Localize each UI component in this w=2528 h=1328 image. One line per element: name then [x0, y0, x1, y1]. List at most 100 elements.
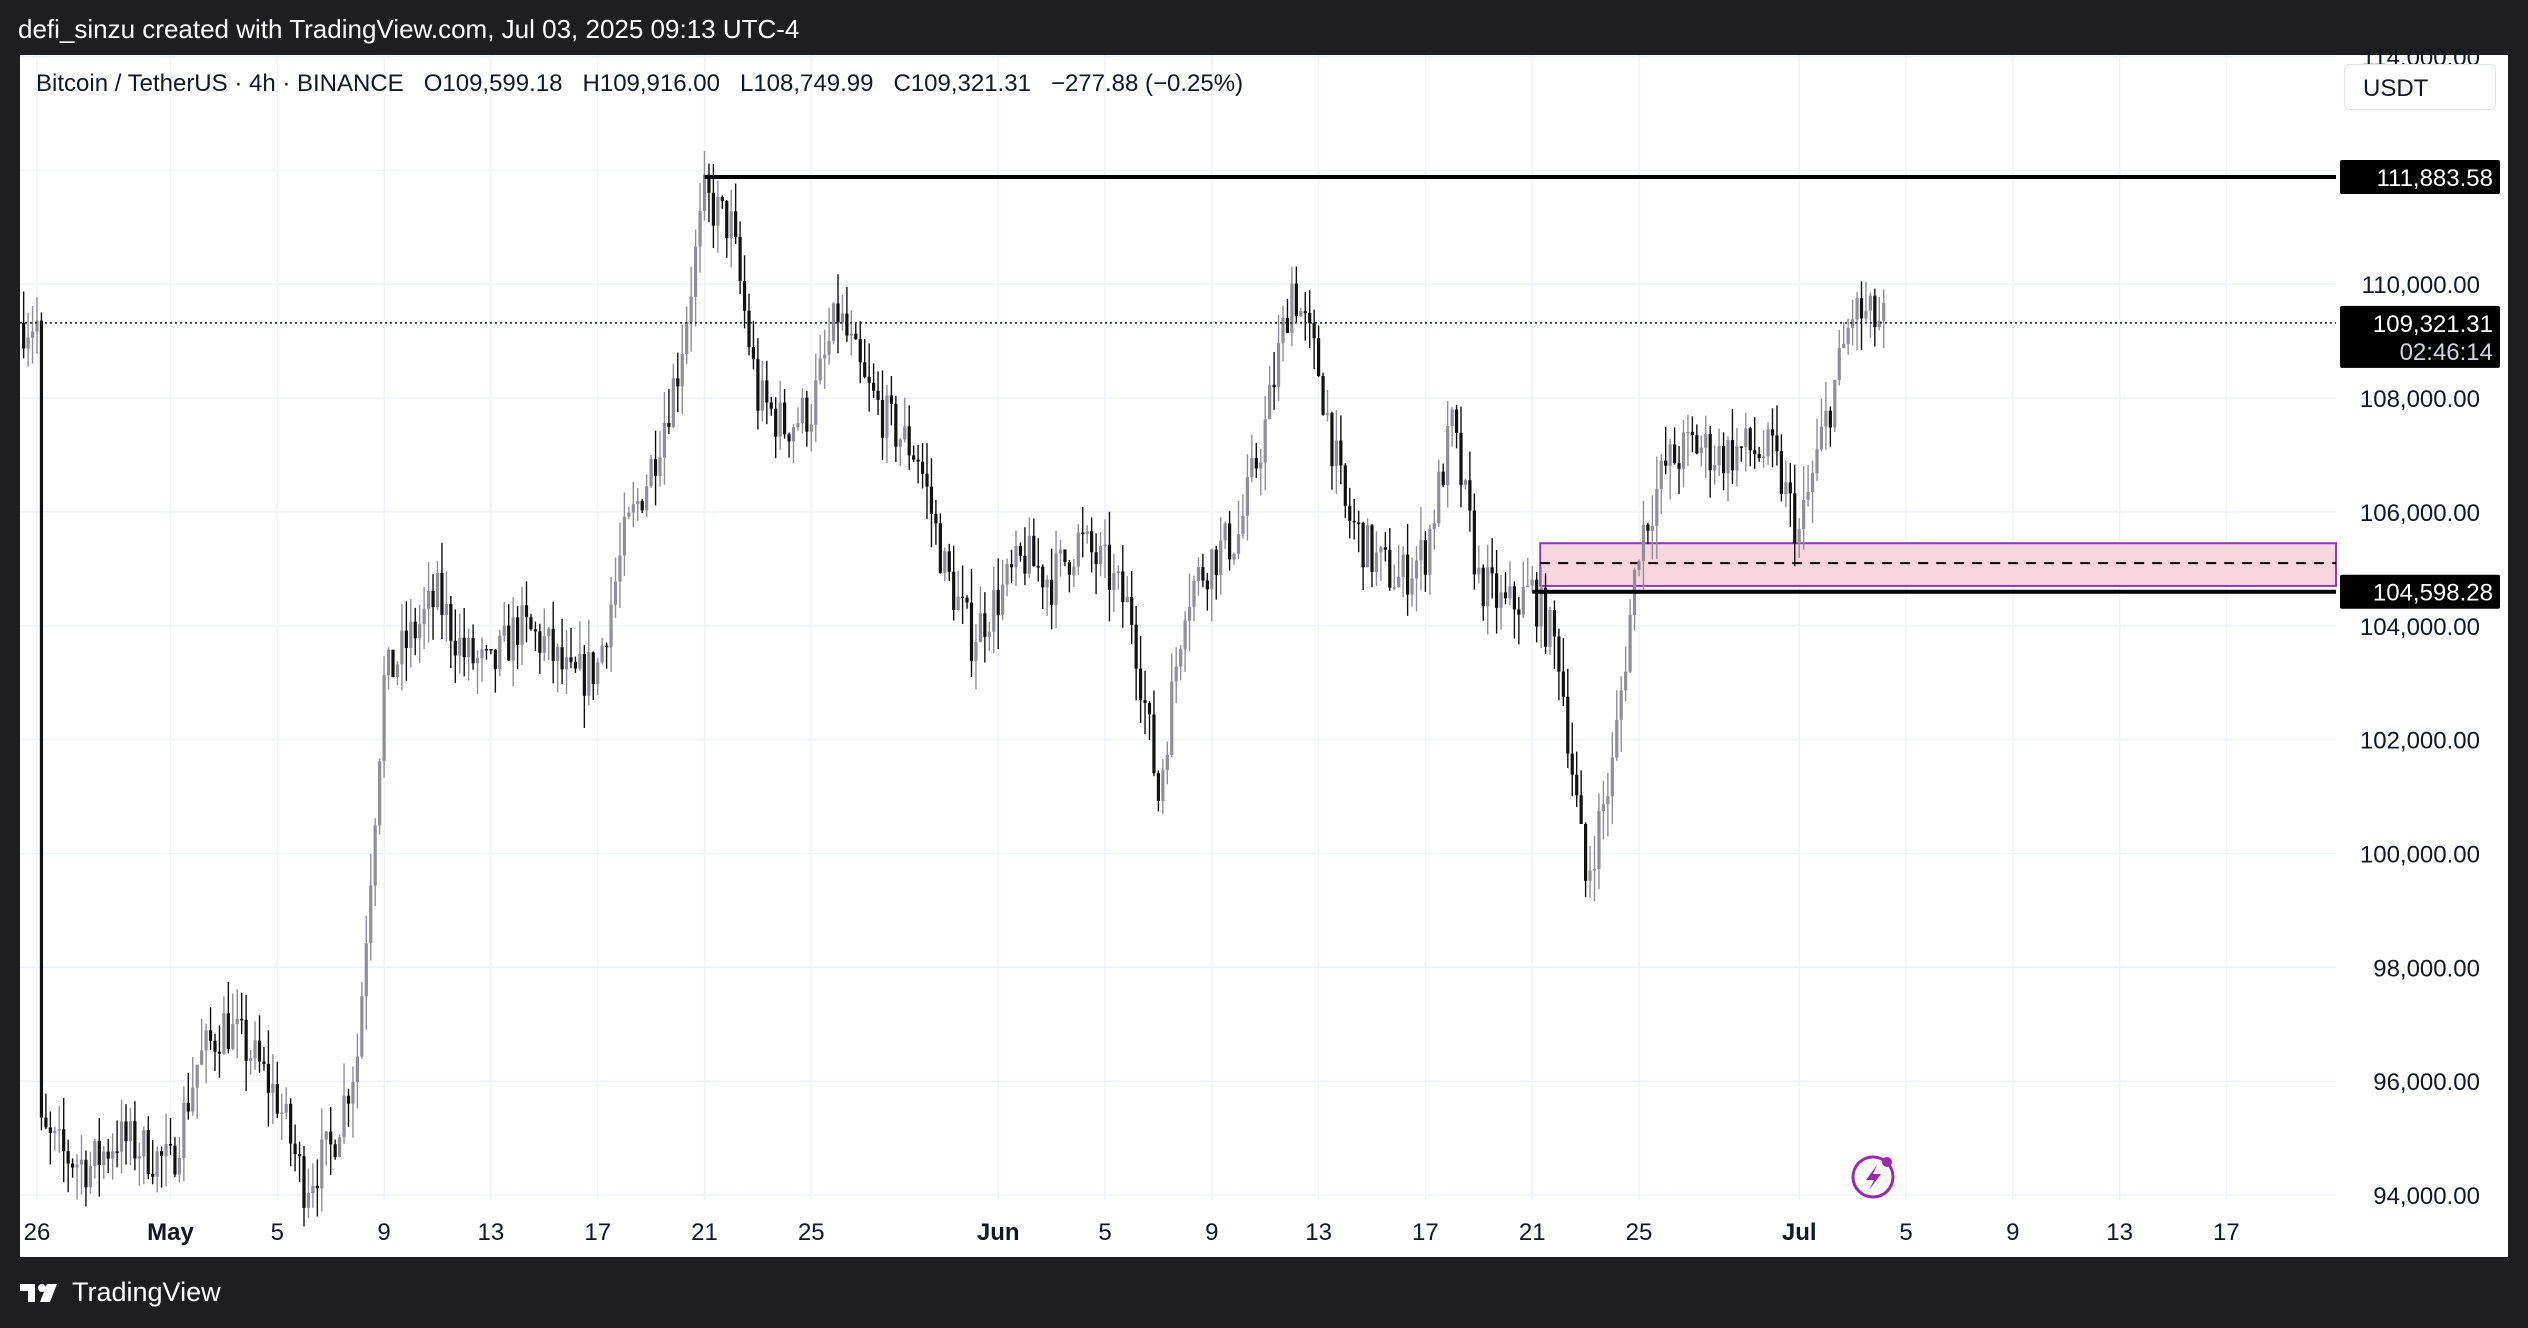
candle-body: [142, 1130, 146, 1157]
candle-body: [413, 621, 417, 639]
candle-body: [1285, 317, 1290, 333]
candle-body: [524, 605, 529, 618]
candle-body: [1597, 811, 1601, 869]
candle-body: [324, 1131, 328, 1140]
candle-body: [1468, 480, 1472, 511]
time-tick-label: 5: [1899, 1219, 1912, 1246]
candle-body: [849, 333, 853, 336]
candle-body: [1726, 440, 1730, 474]
candle-body: [1757, 454, 1761, 459]
candle-body: [62, 1129, 66, 1152]
candle-body: [640, 501, 644, 511]
candle-body: [702, 174, 707, 211]
candle-body: [271, 1083, 275, 1093]
footer-brand-label: TradingView: [72, 1277, 221, 1307]
legend-symbol[interactable]: Bitcoin / TetherUS · 4h · BINANCE: [36, 70, 404, 97]
levels-layer: [20, 175, 2336, 594]
currency-button[interactable]: USDT: [2344, 64, 2496, 110]
candle-body: [191, 1087, 195, 1112]
candle-body: [1041, 566, 1045, 588]
candle-body: [903, 426, 907, 440]
candle-body: [627, 512, 631, 517]
candle-body: [1018, 545, 1023, 556]
candle-body: [876, 390, 880, 400]
candle-body: [1570, 753, 1574, 775]
candle-body: [996, 590, 1000, 615]
candle-body: [1210, 549, 1214, 590]
candle-body: [720, 196, 724, 201]
candle-body: [1196, 567, 1201, 581]
candle-body: [1584, 824, 1588, 881]
candle-body: [783, 402, 787, 435]
candle-body: [827, 340, 831, 355]
candle-body: [1486, 567, 1490, 607]
candle-body: [66, 1151, 70, 1164]
candle-body: [1775, 435, 1779, 452]
candle-body: [213, 1040, 217, 1052]
footer-brand[interactable]: TradingView: [20, 1277, 221, 1308]
candle-body: [854, 333, 858, 339]
candle-body: [725, 200, 729, 239]
candle-body: [275, 1083, 279, 1114]
candle-body: [685, 322, 689, 354]
candle-body: [71, 1163, 75, 1168]
candle-body: [404, 630, 408, 648]
candle-body: [217, 1051, 222, 1054]
candle-body: [1477, 567, 1481, 575]
candle-body: [889, 395, 893, 405]
candle-body: [760, 380, 764, 411]
time-tick-label: Jul: [1782, 1219, 1817, 1246]
chart-panel[interactable]: [20, 55, 2508, 1257]
time-tick-label: 5: [1098, 1219, 1111, 1246]
candle-body: [1374, 552, 1379, 573]
candle-body: [1361, 523, 1365, 568]
candle-body: [1539, 587, 1543, 627]
candle-body: [791, 427, 796, 442]
candle-body: [1009, 564, 1014, 568]
candle-body: [1085, 531, 1089, 535]
candle-body: [151, 1173, 155, 1177]
candle-body: [449, 604, 453, 641]
candle-body: [1161, 770, 1165, 802]
candle-body: [1677, 463, 1681, 469]
time-axis: 26 May 5 9 13 17 21 25 Jun 5 9 13 17 21 25 Jul 5 9 13 17: [24, 1219, 2240, 1246]
level-price-label: 111,883.58: [2376, 165, 2493, 192]
legend-close: C109,321.31: [893, 70, 1031, 97]
candle-body: [1437, 471, 1441, 524]
candle-body: [1659, 460, 1663, 489]
candle-body: [1236, 534, 1241, 554]
candle-body: [983, 613, 987, 637]
candle-body: [320, 1139, 324, 1189]
candle-body: [427, 590, 431, 609]
price-tick-label: 106,000.00: [2360, 500, 2480, 527]
price-axis: 114,000.00110,000.00108,000.00106,000.00…: [2360, 45, 2480, 1210]
candle-body: [1268, 384, 1272, 420]
candle-body: [467, 637, 471, 658]
candle-body: [395, 664, 400, 678]
candle-body: [378, 761, 382, 826]
candle-body: [551, 628, 555, 661]
candle-body: [119, 1121, 124, 1152]
candle-body: [137, 1156, 141, 1159]
candle-body: [840, 313, 845, 323]
candle-body: [1628, 614, 1632, 672]
candle-body: [885, 395, 889, 438]
candle-body: [1379, 547, 1383, 553]
candle-body: [79, 1159, 84, 1165]
candle-body: [1859, 298, 1864, 319]
candle-body: [1392, 587, 1396, 589]
candle-body: [974, 641, 978, 661]
lightning-bolt-icon[interactable]: [1851, 1155, 1895, 1199]
candle-body: [1116, 571, 1120, 574]
candle-body: [1107, 544, 1112, 590]
candle-body: [1308, 313, 1312, 323]
candle-body: [1076, 532, 1080, 567]
candle-body: [747, 310, 751, 348]
candle-body: [596, 662, 600, 684]
candle-body: [845, 313, 849, 336]
demand-zone: [1539, 542, 2337, 587]
candle-body: [680, 353, 684, 387]
candle-body: [1833, 379, 1837, 428]
